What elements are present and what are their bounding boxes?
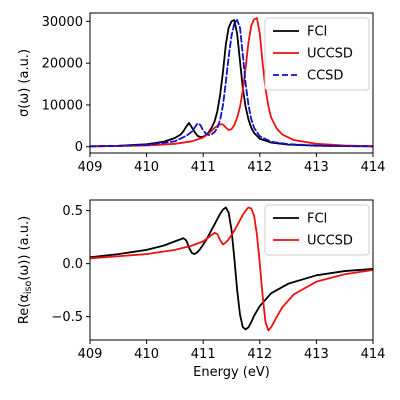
series-lines [90, 206, 373, 332]
legend-label-fci: FCI [307, 25, 327, 40]
x-tick-label: 411 [191, 160, 216, 175]
bottom-chart: 409 410 411 412 413 414 0.5 0.0 −0.5 Re(αiso(ω)) … [17, 199, 386, 380]
y-tick-label: 0 [75, 140, 83, 155]
x-tick-label: 410 [134, 347, 159, 362]
x-tick-label: 414 [361, 347, 386, 362]
series-line-ccsd [90, 19, 373, 148]
y-tick-label: −0.5 [51, 310, 83, 325]
series-line-uccsd [90, 206, 373, 332]
y-tick-label: 20000 [42, 57, 83, 72]
legend: FCI UCCSD CCSD [264, 17, 370, 91]
top-chart: 409 410 411 412 413 414 0 10000 20000 30000 σ(ω) (… [17, 12, 386, 175]
plot-frame [89, 199, 374, 341]
y-axis-label: Re(αiso(ω)) (a.u.) [17, 216, 34, 324]
x-tick-label: 411 [191, 347, 216, 362]
x-tick-label: 410 [134, 160, 159, 175]
x-tick-label: 413 [304, 160, 329, 175]
y-tick-label: 0.0 [62, 257, 83, 272]
y-tick-label: 30000 [42, 15, 83, 30]
series-line-fci [90, 206, 373, 331]
legend-label-uccsd: UCCSD [307, 47, 353, 62]
x-tick-label: 414 [361, 160, 386, 175]
x-tick-label: 409 [78, 160, 103, 175]
series-line-fci [90, 19, 373, 148]
legend-label-fci: FCI [307, 212, 327, 227]
legend: FCI UCCSD [264, 204, 370, 256]
y-tick-label: 0.5 [62, 204, 83, 219]
legend-box [264, 17, 370, 91]
x-tick-label: 413 [304, 347, 329, 362]
y-tick-label: 10000 [42, 98, 83, 113]
legend-label-uccsd: UCCSD [307, 234, 353, 249]
x-tick-label: 409 [78, 347, 103, 362]
series-lines [90, 17, 373, 148]
x-tick-label: 412 [247, 160, 272, 175]
legend-label-ccsd: CCSD [307, 69, 343, 84]
plot-frame [89, 12, 374, 154]
series-line-uccsd [90, 17, 373, 148]
x-axis-label: Energy (eV) [193, 365, 270, 380]
y-axis-label: σ(ω) (a.u.) [17, 49, 32, 117]
x-tick-label: 412 [247, 347, 272, 362]
